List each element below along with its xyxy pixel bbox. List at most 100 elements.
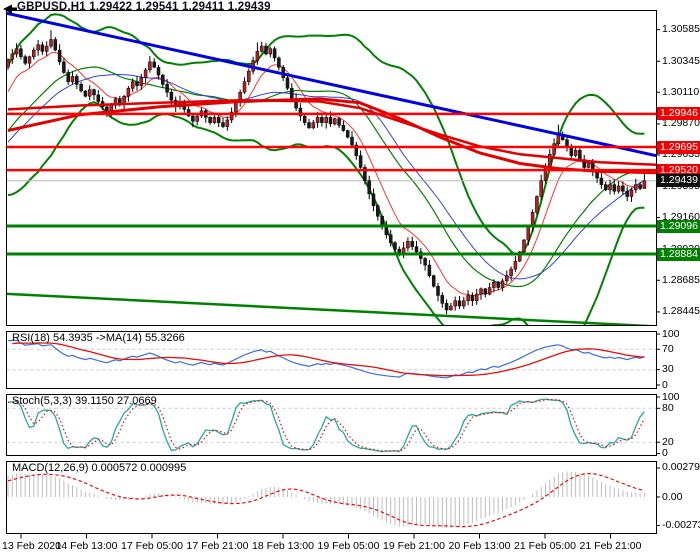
candle-body	[500, 280, 505, 288]
rsi-indicator-label: RSI(18) 54.3935 ->MA(14) 55.3266	[12, 332, 185, 344]
time-axis-label: 19 Feb 21:00	[383, 540, 445, 552]
candle-body	[337, 118, 341, 126]
candle-body	[169, 92, 174, 101]
candle-body	[350, 136, 354, 146]
candle-body	[436, 285, 440, 296]
candle-body	[307, 122, 311, 129]
macd-axis-label: -0.002734	[662, 518, 700, 531]
stoch-axis-label: 80	[662, 401, 674, 414]
candle-body	[513, 260, 518, 270]
price-badge-resistance: 1.29520	[657, 163, 700, 177]
candle-body	[221, 122, 225, 127]
slow-ma-red-a	[7, 97, 656, 175]
candle-body	[23, 56, 27, 64]
candle-body	[345, 130, 350, 138]
candle-body	[7, 59, 10, 68]
candle-body	[96, 94, 101, 102]
candle-body	[539, 180, 543, 197]
candle-body	[234, 102, 238, 113]
candle-body	[487, 287, 492, 295]
chart-title: GBPUSD,H1 1.29422 1.29541 1.29411 1.2943…	[17, 1, 271, 13]
candle-body	[638, 184, 642, 189]
candle-body	[83, 90, 88, 97]
candle-body	[75, 76, 79, 85]
candle-body	[277, 57, 281, 68]
candle-body	[324, 117, 328, 123]
candle-body	[341, 124, 346, 131]
rsi-line	[7, 339, 645, 379]
candle-body	[264, 45, 268, 55]
bollinger-lower-band	[7, 101, 645, 325]
candle-body	[10, 53, 15, 60]
price-axis-label: 1.30110	[662, 85, 700, 98]
candle-body	[517, 251, 522, 262]
candle-body	[573, 150, 578, 156]
rsi-axis-label: 70	[662, 342, 674, 355]
candle-body	[212, 117, 217, 123]
main-price-panel-overlays	[6, 112, 657, 256]
candle-body	[225, 119, 230, 127]
candle-body	[642, 180, 647, 189]
candle-body	[380, 216, 384, 226]
candle-body	[492, 281, 496, 288]
candle-body	[449, 305, 453, 311]
candle-body	[255, 51, 260, 61]
candle-body	[259, 45, 264, 52]
time-axis-label: 20 Feb 13:00	[448, 540, 511, 552]
candle-body	[474, 293, 479, 301]
candle-body	[634, 184, 638, 191]
candle-body	[126, 88, 131, 97]
candle-body	[229, 111, 234, 121]
candle-body	[320, 117, 324, 123]
time-axis-label: 21 Feb 21:00	[579, 540, 642, 552]
candle-body	[14, 48, 19, 55]
panel-border	[6, 394, 657, 456]
rsi-ma-line	[12, 342, 645, 377]
time-axis-label: 17 Feb 05:00	[121, 540, 183, 552]
bollinger-middle-band	[7, 66, 645, 288]
candle-body	[148, 61, 152, 71]
candle-body	[431, 275, 436, 287]
symbol-marker-icon	[3, 4, 17, 14]
candle-body	[621, 185, 625, 192]
candle-body	[479, 288, 483, 295]
stoch-k-line	[7, 398, 645, 453]
candle-body	[414, 246, 419, 253]
candle-body	[79, 84, 83, 92]
candle-body	[66, 72, 70, 82]
bollinger-upper-band	[7, 13, 645, 256]
candle-body	[393, 242, 397, 250]
candle-body	[161, 74, 165, 85]
candle-body	[70, 76, 75, 82]
stoch-d-line	[7, 398, 645, 452]
candle-body	[92, 89, 96, 96]
candle-body	[333, 118, 337, 125]
candle-body	[552, 143, 556, 155]
rsi-axis-label: 30	[662, 363, 674, 376]
candle-body	[53, 39, 58, 51]
candle-body	[290, 88, 294, 100]
candle-body	[40, 44, 45, 52]
candle-body	[57, 49, 62, 63]
time-axis-label: 18 Feb 13:00	[252, 540, 314, 552]
panel-border	[6, 10, 657, 326]
candle-body	[195, 115, 199, 122]
candle-body	[625, 190, 629, 197]
candle-body	[298, 107, 303, 117]
slow-ma-blue-line	[7, 74, 645, 280]
candle-body	[616, 185, 621, 192]
candle-body	[629, 189, 634, 197]
candle-body	[608, 184, 612, 191]
main-price-panel	[7, 11, 656, 325]
candle-body	[526, 226, 531, 241]
candle-body	[578, 150, 582, 160]
time-axis-label: 21 Feb 05:00	[514, 540, 576, 552]
price-axis-label: 1.28445	[662, 305, 700, 318]
rsi-axis-label: 100	[662, 327, 680, 340]
candle-body	[87, 89, 92, 97]
time-axis-label: 14 Feb 13:00	[55, 540, 118, 552]
price-badge-resistance: 1.29946	[657, 107, 700, 121]
candle-body	[406, 241, 410, 249]
price-badge-support: 1.28884	[657, 247, 700, 261]
